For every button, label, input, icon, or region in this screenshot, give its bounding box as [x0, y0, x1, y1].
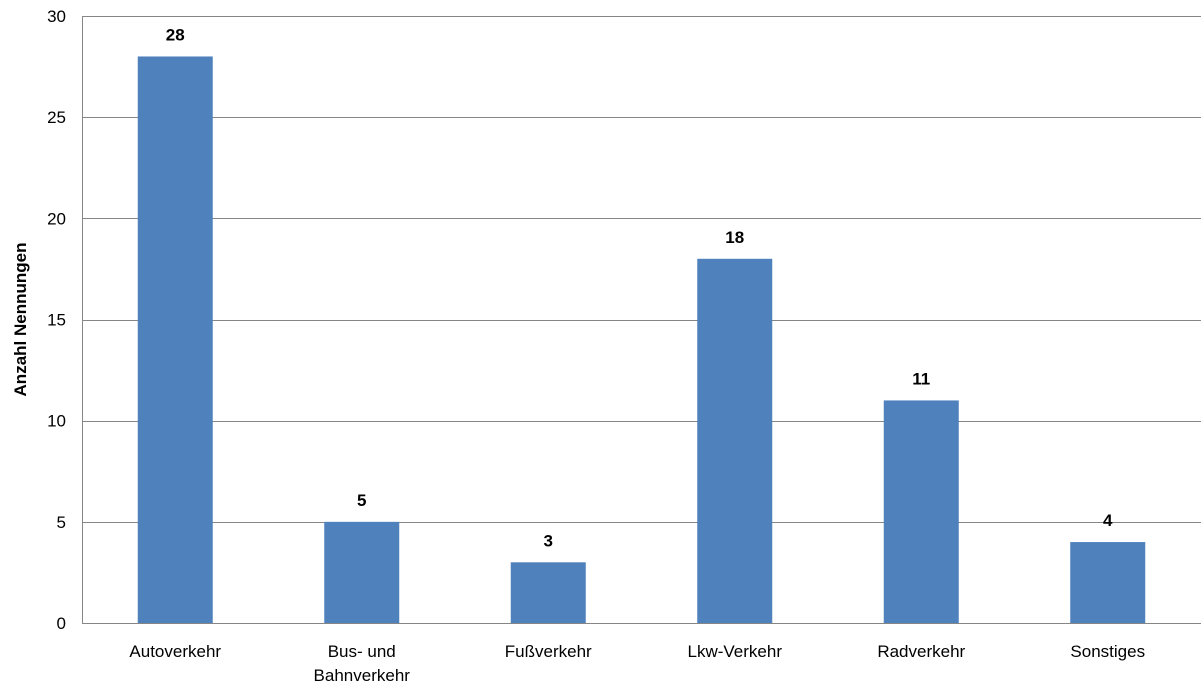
bar	[697, 258, 773, 623]
y-tick-label: 0	[57, 614, 66, 633]
x-tick-label: Sonstiges	[1070, 642, 1145, 661]
bar	[1070, 542, 1146, 623]
data-label: 18	[725, 228, 744, 247]
bars	[137, 56, 1146, 623]
data-label: 5	[357, 491, 366, 510]
y-tick-label: 10	[47, 412, 66, 431]
bar	[510, 562, 586, 623]
x-tick-label: Fußverkehr	[505, 642, 592, 661]
y-tick-label: 20	[47, 209, 66, 228]
x-tick-label: Lkw-Verkehr	[688, 642, 783, 661]
gridlines	[82, 16, 1201, 523]
data-label: 4	[1103, 511, 1113, 530]
data-label: 3	[544, 531, 553, 550]
y-axis-tick-labels: 0 5 10 15 20 25 30	[47, 7, 66, 633]
data-label: 28	[166, 25, 185, 44]
data-labels: 28 5 3 18 11 4	[166, 25, 1113, 550]
x-tick-label: Autoverkehr	[129, 642, 221, 661]
y-tick-label: 30	[47, 7, 66, 26]
y-tick-label: 25	[47, 108, 66, 127]
y-tick-label: 5	[57, 513, 66, 532]
x-tick-label: Bus- und Bahnverkehr	[314, 642, 411, 685]
bar	[883, 400, 959, 623]
bar	[137, 56, 213, 623]
y-axis-title: Anzahl Nennungen	[11, 243, 30, 397]
y-tick-label: 15	[47, 311, 66, 330]
data-label: 11	[912, 369, 930, 388]
x-axis-category-labels: Autoverkehr Bus- und Bahnverkehr Fußverkehr…	[129, 642, 1145, 685]
x-tick-label: Radverkehr	[877, 642, 965, 661]
bar	[324, 521, 400, 623]
